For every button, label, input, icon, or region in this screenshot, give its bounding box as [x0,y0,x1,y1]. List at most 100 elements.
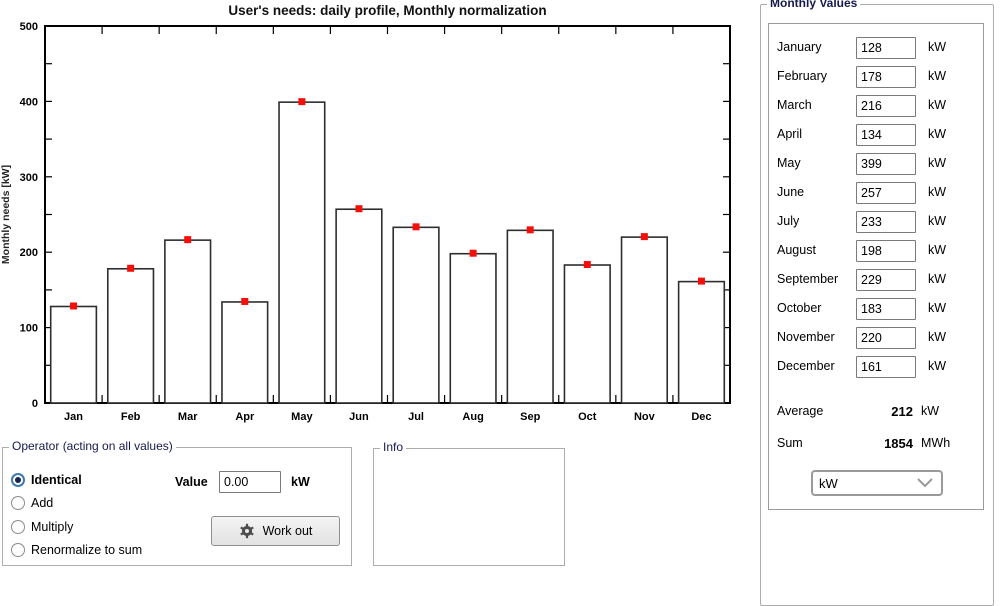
bar-jul [392,226,440,404]
plot-area [44,25,731,404]
month-row-august: August kW [769,240,983,264]
radio-option-label: Add [31,496,54,511]
marker-jan [70,302,78,310]
month-unit-label: kW [928,330,947,344]
month-label: September [777,272,839,286]
bar-aug [449,252,497,404]
month-label: December [777,359,835,373]
bar-oct [563,264,611,404]
value-unit-label: kW [291,475,310,489]
operator-panel: Operator (acting on all values) Identica… [2,439,352,566]
sum-row: Sum 1854 MWh [769,436,983,454]
month-unit-label: kW [928,359,947,373]
info-panel-title: Info [380,440,407,454]
radio-option-identical[interactable]: Identical [11,472,82,488]
sum-unit: MWh [921,436,951,450]
marker-jun [355,205,363,213]
bar-chart: 0 100 200 300 400 500 Jan Feb Mar Apr May Jun Jul Aug… [0,3,731,423]
marker-apr [241,297,249,305]
y-tick-label: 200 [20,247,38,259]
x-tick-label: Mar [178,411,198,423]
radio-option-label: Renormalize to sum [31,542,143,557]
marker-jul [412,223,420,231]
month-value-input-august[interactable] [856,240,916,262]
month-value-input-january[interactable] [856,37,916,59]
month-label: June [777,185,805,199]
monthly-values-inner-box: JanuarykWFebruarykWMarchkWAprilkWMaykWJu… [768,23,984,510]
unit-dropdown[interactable]: kW [811,470,943,496]
radio-option-renormalize-to-sum[interactable]: Renormalize to sum [11,542,142,558]
month-value-input-february[interactable] [856,66,916,88]
x-tick-label: Nov [634,411,656,423]
month-label: November [777,330,835,344]
y-axis-label: Monthly needs [kW] [0,165,12,264]
month-value-input-november[interactable] [856,327,916,349]
average-row: Average 212 kW [769,404,983,422]
operator-panel-title: Operator (acting on all values) [9,439,176,453]
x-tick-label: Sep [520,411,540,423]
month-unit-label: kW [928,40,947,54]
value-input[interactable] [219,471,281,493]
month-value-input-june[interactable] [856,182,916,204]
info-panel: Info [373,440,565,566]
sum-value: 1854 [884,436,913,451]
radio-unselected-icon [11,519,25,534]
month-unit-label: kW [928,243,947,257]
radio-unselected-icon [11,542,25,557]
marker-feb [127,264,135,272]
x-tick-label: Oct [578,411,597,423]
month-value-input-october[interactable] [856,298,916,320]
marker-dec [697,277,705,285]
bar-sep [506,229,554,404]
bar-dec [677,280,726,404]
average-label: Average [777,404,824,418]
radio-option-label: Identical [31,473,82,487]
average-unit: kW [921,404,940,418]
month-value-input-march[interactable] [856,95,916,117]
marker-oct [583,261,591,269]
month-row-june: June kW [769,182,983,206]
month-value-input-july[interactable] [856,211,916,233]
gear-icon [239,523,254,539]
month-label: August [777,243,816,257]
marker-may [298,98,306,106]
radio-unselected-icon [11,496,25,511]
radio-option-add[interactable]: Add [11,495,53,511]
marker-mar [184,236,192,244]
x-tick-label: Aug [462,411,483,423]
month-label: March [777,98,812,112]
marker-nov [640,233,648,241]
value-label: Value [175,475,208,489]
sum-label: Sum [777,436,803,450]
month-unit-label: kW [928,272,947,286]
month-label: October [777,301,822,315]
month-label: May [777,156,801,170]
marker-sep [526,226,534,234]
month-row-january: January kW [769,37,983,61]
bar-may [278,101,326,404]
y-tick-label: 400 [20,96,38,108]
month-row-march: March kW [769,95,983,119]
work-out-button[interactable]: Work out [211,516,340,546]
x-tick-label: Dec [691,411,711,423]
month-row-october: October kW [769,298,983,322]
month-value-input-april[interactable] [856,124,916,146]
x-tick-label: May [291,411,313,423]
month-unit-label: kW [928,127,947,141]
radio-option-multiply[interactable]: Multiply [11,519,73,535]
radio-option-label: Multiply [31,519,74,534]
x-tick-label: Jul [408,411,424,423]
y-tick-label: 500 [20,21,38,33]
average-value: 212 [891,404,913,419]
month-value-input-september[interactable] [856,269,916,291]
x-tick-label: Jun [349,411,369,423]
x-tick-label: Jan [64,411,83,423]
month-row-may: May kW [769,153,983,177]
bar-nov [620,236,669,404]
month-value-input-december[interactable] [856,356,916,378]
chart-title: User's needs: daily profile, Monthly nor… [228,3,546,18]
month-value-input-may[interactable] [856,153,916,175]
month-row-september: September kW [769,269,983,293]
month-row-december: December kW [769,356,983,380]
x-tick-label: Apr [235,411,255,423]
